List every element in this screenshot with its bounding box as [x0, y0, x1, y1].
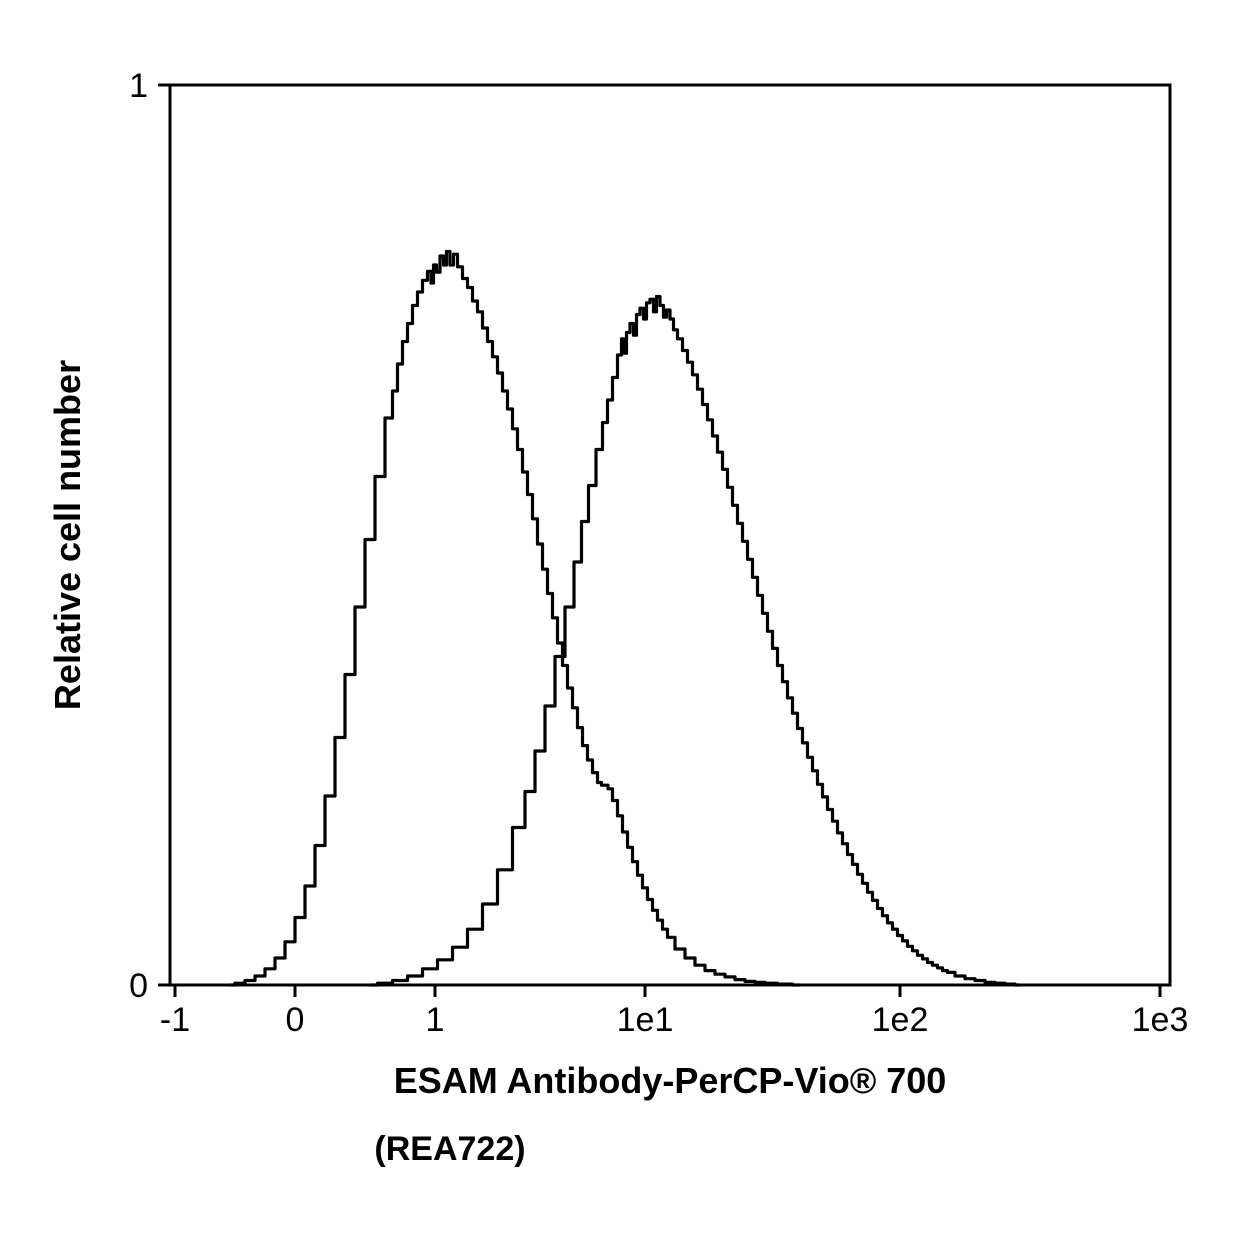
y-tick-label: 1: [129, 67, 148, 105]
x-tick-label: 1e3: [1132, 1001, 1189, 1039]
x-tick-label: 1e2: [872, 1001, 929, 1039]
x-axis-sublabel: (REA722): [374, 1130, 525, 1168]
x-tick-label: -1: [160, 1001, 190, 1039]
histogram-stained-peak: [370, 297, 1020, 986]
x-tick-label: 0: [286, 1001, 305, 1039]
x-tick-label: 1e1: [617, 1001, 674, 1039]
histogram-series: [230, 252, 1020, 986]
y-axis-ticks: 01: [129, 67, 170, 1005]
flow-histogram-chart: -1011e11e21e3 01 Relative cell number ES…: [0, 0, 1250, 1250]
x-axis-ticks: -1 0 1 1e1 1e2 1e3: [160, 985, 1188, 1039]
y-tick-label: 0: [129, 967, 148, 1005]
plot-border: [170, 85, 1170, 985]
y-axis-label: Relative cell number: [47, 360, 88, 710]
histogram-control-peak: [230, 252, 800, 986]
x-tick-label: 1: [426, 1001, 445, 1039]
x-axis-label: ESAM Antibody-PerCP-Vio® 700: [394, 1060, 947, 1101]
